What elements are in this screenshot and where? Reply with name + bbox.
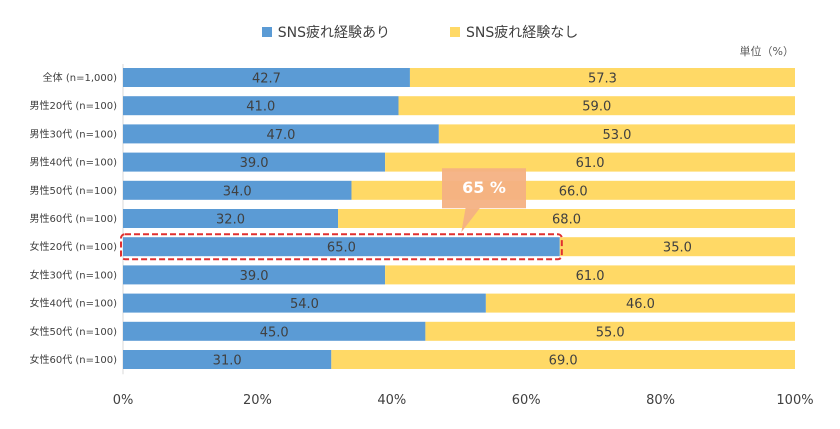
bar-experienced (123, 321, 426, 341)
data-label: 47.0 (266, 128, 295, 143)
data-label: 39.0 (240, 156, 269, 171)
bar-not-experienced (338, 209, 795, 228)
data-label: 53.0 (602, 128, 631, 143)
category-label: 男性50代 (n=100) (29, 184, 117, 197)
data-label: 57.3 (588, 72, 617, 87)
x-tick-label: 100% (776, 393, 813, 408)
bar-experienced (123, 293, 486, 313)
bar-not-experienced (438, 124, 795, 144)
legend-swatch-experienced (261, 27, 272, 37)
legend-swatch-not-experienced (450, 27, 460, 37)
category-label: 男性40代 (n=100) (29, 156, 117, 169)
bar-experienced (123, 265, 386, 285)
data-label: 34.0 (223, 184, 252, 199)
bar-experienced (123, 180, 352, 200)
category-label: 女性60代 (n=100) (29, 353, 117, 366)
callout-bubble (442, 168, 526, 233)
category-label: 女性30代 (n=100) (29, 268, 117, 281)
bar-not-experienced (398, 96, 795, 116)
bar-experienced (123, 209, 339, 228)
data-label: 41.0 (246, 100, 275, 115)
category-label: 男性20代 (n=100) (29, 99, 117, 112)
bar-experienced (123, 350, 332, 369)
category-label: 全体 (n=1,000) (43, 71, 117, 84)
x-tick-label: 0% (113, 393, 134, 408)
data-label: 45.0 (260, 325, 289, 340)
data-label: 54.0 (290, 297, 319, 312)
data-label: 39.0 (240, 269, 269, 284)
data-label: 31.0 (213, 354, 242, 369)
data-label: 61.0 (576, 269, 605, 284)
bar-experienced (123, 96, 399, 116)
data-label: 55.0 (596, 325, 625, 340)
unit-label: 単位（%） (739, 45, 794, 58)
bar-not-experienced (331, 350, 795, 369)
bar-not-experienced (559, 237, 795, 257)
data-label: 69.0 (549, 354, 578, 369)
bar-not-experienced (485, 293, 795, 313)
bar-experienced (123, 68, 410, 87)
bar-not-experienced (385, 265, 795, 285)
x-tick-label: 20% (243, 393, 272, 408)
bar-not-experienced (425, 321, 795, 341)
data-label: 35.0 (663, 241, 692, 256)
category-label: 女性40代 (n=100) (29, 297, 117, 310)
data-label: 61.0 (576, 156, 605, 171)
legend-label-experienced: SNS疲れ経験あり (277, 25, 390, 41)
category-label: 女性50代 (n=100) (29, 325, 117, 338)
data-label: 66.0 (559, 184, 588, 199)
category-label: 男性60代 (n=100) (29, 212, 117, 225)
data-label: 65.0 (327, 241, 356, 256)
data-label: 32.0 (216, 213, 245, 228)
legend-item-experienced: SNS疲れ経験あり (261, 22, 390, 42)
bar-not-experienced (409, 68, 795, 87)
legend-item-not-experienced: SNS疲れ経験なし (450, 22, 578, 42)
data-label: 42.7 (252, 72, 281, 87)
x-tick-label: 60% (512, 393, 541, 408)
category-label: 女性20代 (n=100) (29, 240, 117, 253)
data-label: 68.0 (552, 213, 581, 228)
category-label: 男性30代 (n=100) (29, 127, 117, 140)
legend-label-not-experienced: SNS疲れ経験なし (466, 25, 579, 41)
bar-experienced (123, 152, 386, 172)
x-tick-label: 80% (646, 393, 675, 408)
x-tick-label: 40% (377, 393, 406, 408)
bar-experienced (123, 237, 560, 257)
highlight-box (120, 233, 563, 261)
callout-text: 65 % (462, 178, 506, 197)
bar-not-experienced (385, 152, 795, 172)
data-label: 46.0 (626, 297, 655, 312)
legend: SNS疲れ経験あり SNS疲れ経験なし (0, 22, 840, 42)
data-label: 59.0 (582, 100, 611, 115)
bar-experienced (123, 124, 439, 144)
